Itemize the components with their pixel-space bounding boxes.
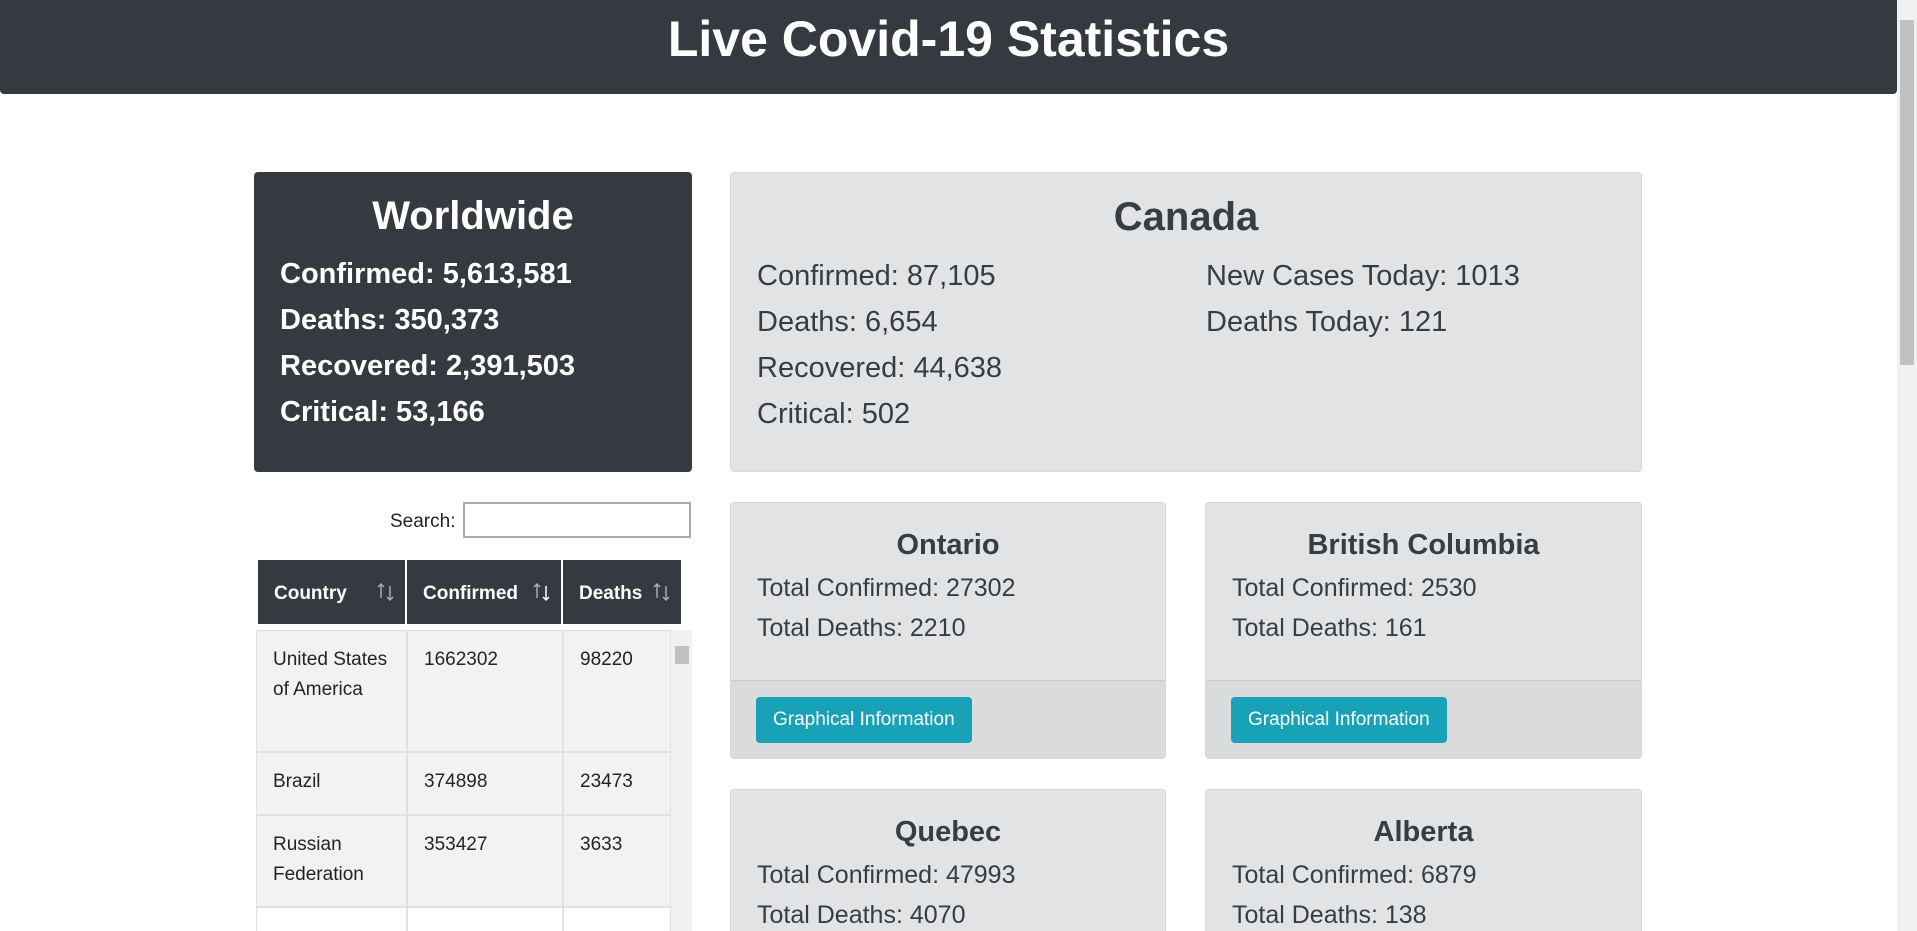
cell: 353427 <box>407 815 563 907</box>
cell: Brazil <box>256 752 407 815</box>
province-card: British Columbia Total Confirmed: 2530 T… <box>1205 502 1642 759</box>
province-card: Alberta Total Confirmed: 6879 Total Deat… <box>1205 789 1642 931</box>
province-card: Quebec Total Confirmed: 47993 Total Deat… <box>730 789 1166 931</box>
stat: Recovered: 44,638 <box>757 352 1003 384</box>
worldwide-card: Worldwide Confirmed: 5,613,581 Deaths: 3… <box>254 172 692 472</box>
province-card: Ontario Total Confirmed: 27302 Total Dea… <box>730 502 1166 759</box>
card-footer: Graphical Information <box>1206 680 1641 758</box>
province-stat: Total Deaths: 2210 <box>757 614 966 642</box>
cell: 1662302 <box>407 630 563 752</box>
stat: Confirmed: 5,613,581 <box>280 258 572 290</box>
stats-column: Confirmed: 87,105 Deaths: 6,654 Recovere… <box>757 253 1002 437</box>
stat: Deaths: 350,373 <box>280 304 500 336</box>
graph-button[interactable]: Graphical Information <box>756 697 972 743</box>
province-stat: Total Confirmed: 27302 <box>757 574 1016 602</box>
sort-icon <box>653 582 670 602</box>
province-stat: Total Deaths: 138 <box>1232 901 1427 929</box>
cell: 98220 <box>563 630 671 752</box>
stat: Critical: 53,166 <box>280 396 485 428</box>
header-text: Confirmed <box>423 583 518 604</box>
cell: 374898 <box>407 752 563 815</box>
header: Live Covid-19 Statistics <box>0 0 1897 94</box>
canada-card: Canada Confirmed: 87,105 Deaths: 6,654 R… <box>730 172 1642 472</box>
scroll-thumb[interactable] <box>1900 20 1914 365</box>
card-footer: Graphical Information <box>731 680 1165 758</box>
stat: Confirmed: 87,105 <box>757 260 996 292</box>
search-label: Search: <box>390 511 456 532</box>
card-title: Canada <box>1113 195 1259 239</box>
stat: Critical: 502 <box>757 398 911 430</box>
province-stat: Total Deaths: 4070 <box>757 901 966 929</box>
cell: 23473 <box>563 752 671 815</box>
stat: New Cases Today: 1013 <box>1206 260 1520 292</box>
column-header[interactable]: Confirmed <box>405 558 563 626</box>
cell: United States of America <box>256 630 407 752</box>
table-scrollbar[interactable] <box>671 630 692 931</box>
graph-button[interactable]: Graphical Information <box>1231 697 1447 743</box>
stat: Recovered: 2,391,503 <box>280 350 576 382</box>
search-input[interactable] <box>463 502 691 538</box>
sort-icon <box>533 582 550 602</box>
stat: Deaths Today: 121 <box>1206 306 1448 338</box>
page-title: Live Covid-19 Statistics <box>667 11 1230 67</box>
cell: 3633 <box>563 815 671 907</box>
province-name: Quebec <box>894 816 1002 848</box>
province-stat: Total Deaths: 161 <box>1232 614 1427 642</box>
column-header[interactable]: Country <box>256 558 407 626</box>
cell: Russian Federation <box>256 815 407 907</box>
province-name: British Columbia <box>1307 529 1540 561</box>
header-text: Deaths <box>579 583 643 604</box>
stats-column: New Cases Today: 1013 Deaths Today: 121 <box>1206 253 1520 345</box>
table-scroll-thumb[interactable] <box>675 646 689 664</box>
stat: Deaths: 6,654 <box>757 306 938 338</box>
card-title: Worldwide <box>372 194 574 238</box>
sort-icon <box>377 582 394 602</box>
country-table: Country Confirmed Deaths United States o… <box>256 558 692 931</box>
province-stat: Total Confirmed: 47993 <box>757 861 1016 889</box>
cell <box>407 907 563 931</box>
column-header[interactable]: Deaths <box>561 558 683 626</box>
province-stat: Total Confirmed: 6879 <box>1232 861 1477 889</box>
header-text: Country <box>274 583 347 604</box>
cell <box>563 907 671 931</box>
province-name: Alberta <box>1373 816 1474 848</box>
province-stat: Total Confirmed: 2530 <box>1232 574 1477 602</box>
cell <box>256 907 407 931</box>
province-name: Ontario <box>896 529 1000 561</box>
